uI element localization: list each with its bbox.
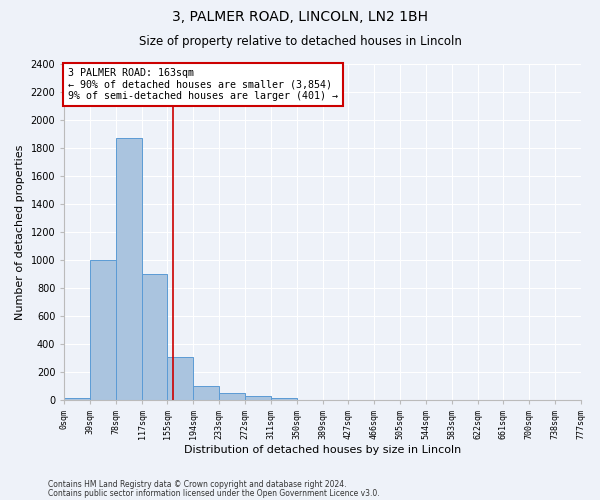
Bar: [142, 274, 167, 400]
Text: 3 PALMER ROAD: 163sqm
← 90% of detached houses are smaller (3,854)
9% of semi-de: 3 PALMER ROAD: 163sqm ← 90% of detached …: [68, 68, 338, 102]
Bar: [219, 394, 245, 400]
Y-axis label: Number of detached properties: Number of detached properties: [15, 144, 25, 320]
Bar: [193, 386, 219, 400]
X-axis label: Distribution of detached houses by size in Lincoln: Distribution of detached houses by size …: [184, 445, 461, 455]
Bar: [271, 398, 297, 400]
Text: Size of property relative to detached houses in Lincoln: Size of property relative to detached ho…: [139, 35, 461, 48]
Bar: [245, 396, 271, 400]
Text: Contains public sector information licensed under the Open Government Licence v3: Contains public sector information licen…: [48, 488, 380, 498]
Bar: [116, 138, 142, 400]
Bar: [64, 398, 90, 400]
Bar: [90, 260, 116, 400]
Text: Contains HM Land Registry data © Crown copyright and database right 2024.: Contains HM Land Registry data © Crown c…: [48, 480, 347, 489]
Text: 3, PALMER ROAD, LINCOLN, LN2 1BH: 3, PALMER ROAD, LINCOLN, LN2 1BH: [172, 10, 428, 24]
Bar: [167, 357, 193, 401]
